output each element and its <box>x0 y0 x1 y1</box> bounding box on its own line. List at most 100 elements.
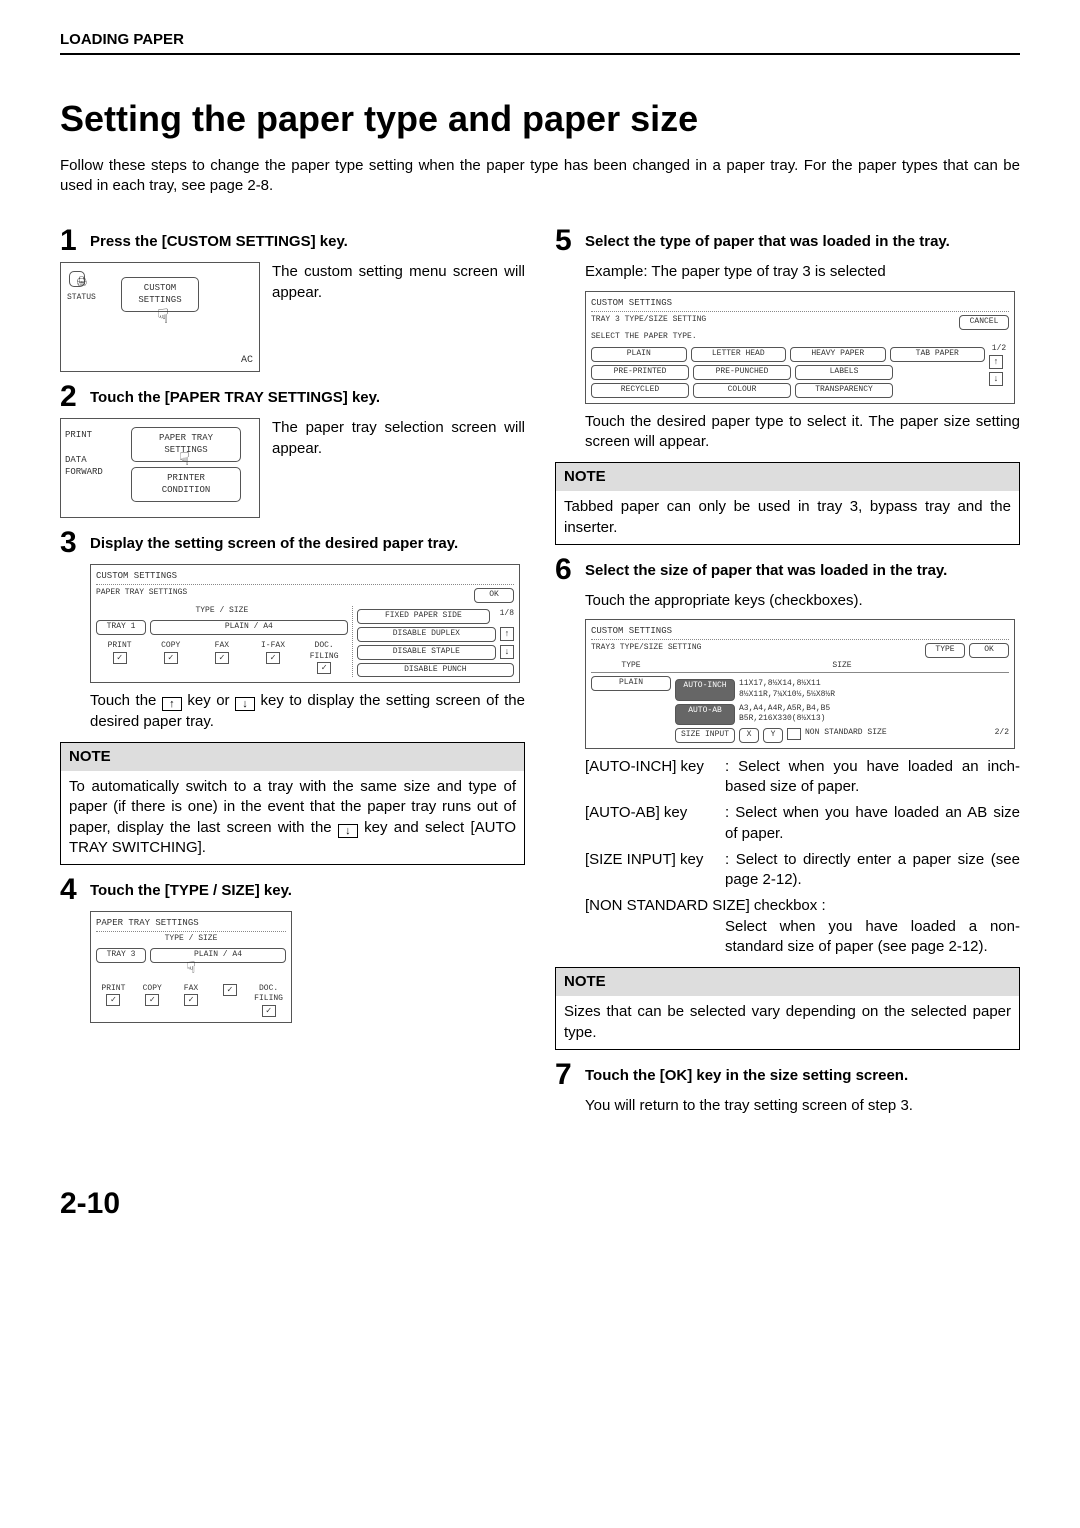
def-auto-ab-key: [AUTO-AB] key <box>585 803 725 844</box>
fig2-label: PRINT DATA FORWARD <box>65 429 103 478</box>
up-arrow-button[interactable]: ↑ <box>500 627 514 641</box>
step-1-text: The custom setting menu screen will appe… <box>272 262 525 372</box>
fig6-subheader: TRAY3 TYPE/SIZE SETTING <box>591 643 921 658</box>
figure-paper-size: CUSTOM SETTINGS TRAY3 TYPE/SIZE SETTING … <box>585 619 1015 749</box>
figure-paper-tray-settings: PRINT DATA FORWARD PAPER TRAY SETTINGS ☟… <box>60 418 260 518</box>
step-6-sub: Touch the appropriate keys (checkboxes). <box>585 591 1020 611</box>
checkbox[interactable]: ✓ <box>215 652 229 664</box>
figure-custom-settings: 🖨 STATUS CUSTOM SETTINGS ☟ AC <box>60 262 260 372</box>
fig6-auto-ab-button[interactable]: AUTO-AB <box>675 704 735 726</box>
fig6-nonstd-checkbox[interactable] <box>787 728 801 740</box>
fig5-page: 1/2 <box>989 344 1009 355</box>
fig6-y-button[interactable]: Y <box>763 728 783 743</box>
fig5-cancel-button[interactable]: CANCEL <box>959 315 1009 330</box>
fig3-type-size-label: TYPE / SIZE <box>96 606 348 617</box>
figure-paper-type: CUSTOM SETTINGS TRAY 3 TYPE/SIZE SETTING… <box>585 291 1015 404</box>
fig4-col: COPY <box>135 984 170 995</box>
step-title: Select the type of paper that was loaded… <box>585 226 1020 256</box>
fig4-value-button[interactable]: PLAIN / A4 <box>150 948 286 963</box>
fig6-auto-inch-button[interactable]: AUTO-INCH <box>675 679 735 701</box>
fig5-heavy-button[interactable]: HEAVY PAPER <box>790 347 886 362</box>
step-number: 1 <box>60 226 82 256</box>
fig5-colour-button[interactable]: COLOUR <box>693 383 791 398</box>
note-body: Sizes that can be selected vary dependin… <box>556 996 1019 1049</box>
down-arrow-button[interactable]: ↓ <box>989 372 1003 386</box>
def-size-input-key: [SIZE INPUT] key <box>585 850 725 891</box>
fig3-ok-button[interactable]: OK <box>474 588 514 603</box>
fig4-col: PRINT <box>96 984 131 995</box>
step-title: Touch the [TYPE / SIZE] key. <box>90 875 525 905</box>
def-auto-ab-val: : Select when you have loaded an AB size… <box>725 803 1020 844</box>
fig1-ac-label: AC <box>241 354 253 368</box>
def-auto-inch-key: [AUTO-INCH] key <box>585 757 725 798</box>
fig3-fixed-button[interactable]: FIXED PAPER SIDE <box>357 609 490 624</box>
fig5-plain-button[interactable]: PLAIN <box>591 347 687 362</box>
checkbox[interactable]: ✓ <box>113 652 127 664</box>
step-number: 2 <box>60 382 82 412</box>
intro-text: Follow these steps to change the paper t… <box>60 156 1020 197</box>
fig5-prepunched-button[interactable]: PRE-PUNCHED <box>693 365 791 380</box>
fig5-preprinted-button[interactable]: PRE-PRINTED <box>591 365 689 380</box>
step-5-after: Touch the desired paper type to select i… <box>585 412 1020 453</box>
note-3: NOTE Sizes that can be selected vary dep… <box>555 967 1020 1050</box>
section-header: LOADING PAPER <box>60 30 1020 55</box>
fig1-status: STATUS <box>67 293 96 304</box>
checkbox[interactable]: ✓ <box>164 652 178 664</box>
fig5-transparency-button[interactable]: TRANSPARENCY <box>795 383 893 398</box>
down-key-icon: ↓ <box>338 824 358 838</box>
fig5-labels-button[interactable]: LABELS <box>795 365 893 380</box>
page-number: 2-10 <box>60 1184 1020 1225</box>
fig3-tray-button[interactable]: TRAY 1 <box>96 620 146 635</box>
step-7-text: You will return to the tray setting scre… <box>585 1096 1020 1116</box>
step-6: 6 Select the size of paper that was load… <box>555 555 1020 585</box>
note-1: NOTE To automatically switch to a tray w… <box>60 742 525 865</box>
fig3-col: COPY <box>147 641 194 652</box>
fig5-recycled-button[interactable]: RECYCLED <box>591 383 689 398</box>
fig3-page: 1/8 <box>494 609 514 624</box>
figure-type-size: PAPER TRAY SETTINGS TYPE / SIZE TRAY 3 P… <box>90 911 292 1023</box>
fig3-duplex-button[interactable]: DISABLE DUPLEX <box>357 627 496 642</box>
page-title: Setting the paper type and paper size <box>60 95 1020 144</box>
checkbox[interactable]: ✓ <box>184 994 198 1006</box>
fig4-tray-button[interactable]: TRAY 3 <box>96 948 146 963</box>
step-3-text: Touch the ↑ key or ↓ key to display the … <box>90 691 525 732</box>
step-number: 5 <box>555 226 577 256</box>
checkbox[interactable]: ✓ <box>145 994 159 1006</box>
fig4-header: PAPER TRAY SETTINGS <box>96 917 286 932</box>
up-arrow-button[interactable]: ↑ <box>989 355 1003 369</box>
fig6-x-button[interactable]: X <box>739 728 759 743</box>
fig6-page: 2/2 <box>995 728 1009 743</box>
note-title: NOTE <box>556 968 1019 996</box>
fig6-auto-ab-values: A3,A4,A4R,A5R,B4,B5 B5R,216X330(8½X13) <box>739 704 1009 726</box>
step-title: Touch the [OK] key in the size setting s… <box>585 1060 1020 1090</box>
fig3-value-button[interactable]: PLAIN / A4 <box>150 620 348 635</box>
fig5-tab-button[interactable]: TAB PAPER <box>890 347 986 362</box>
fig2-printer-condition-button[interactable]: PRINTERCONDITION <box>131 467 241 501</box>
fig3-punch-button[interactable]: DISABLE PUNCH <box>357 663 514 678</box>
step-3: 3 Display the setting screen of the desi… <box>60 528 525 558</box>
note-body: Tabbed paper can only be used in tray 3,… <box>556 491 1019 544</box>
step-number: 4 <box>60 875 82 905</box>
checkbox[interactable]: ✓ <box>317 662 331 674</box>
fig6-plain-button[interactable]: PLAIN <box>591 676 671 691</box>
fig3-staple-button[interactable]: DISABLE STAPLE <box>357 645 496 660</box>
step-1-content: 🖨 STATUS CUSTOM SETTINGS ☟ AC The custom… <box>60 262 525 372</box>
key-definitions: [AUTO-INCH] key : Select when you have l… <box>585 757 1020 957</box>
fig6-type-button[interactable]: TYPE <box>925 643 965 658</box>
def-nonstd-head: [NON STANDARD SIZE] checkbox : <box>585 896 1020 916</box>
checkbox[interactable]: ✓ <box>223 984 237 996</box>
step-2-content: PRINT DATA FORWARD PAPER TRAY SETTINGS ☟… <box>60 418 525 518</box>
step-number: 7 <box>555 1060 577 1090</box>
hand-pointer-icon: ☟ <box>157 305 169 332</box>
checkbox[interactable]: ✓ <box>106 994 120 1006</box>
down-arrow-button[interactable]: ↓ <box>500 645 514 659</box>
fig6-size-input-button[interactable]: SIZE INPUT <box>675 728 735 743</box>
fig6-ok-button[interactable]: OK <box>969 643 1009 658</box>
checkbox[interactable]: ✓ <box>266 652 280 664</box>
checkbox[interactable]: ✓ <box>262 1005 276 1017</box>
fig3-header: CUSTOM SETTINGS <box>96 570 514 585</box>
fig6-type-head: TYPE <box>591 661 671 672</box>
step-7: 7 Touch the [OK] key in the size setting… <box>555 1060 1020 1090</box>
figure-tray-settings-screen: CUSTOM SETTINGS PAPER TRAY SETTINGS OK T… <box>90 564 520 683</box>
fig5-letterhead-button[interactable]: LETTER HEAD <box>691 347 787 362</box>
